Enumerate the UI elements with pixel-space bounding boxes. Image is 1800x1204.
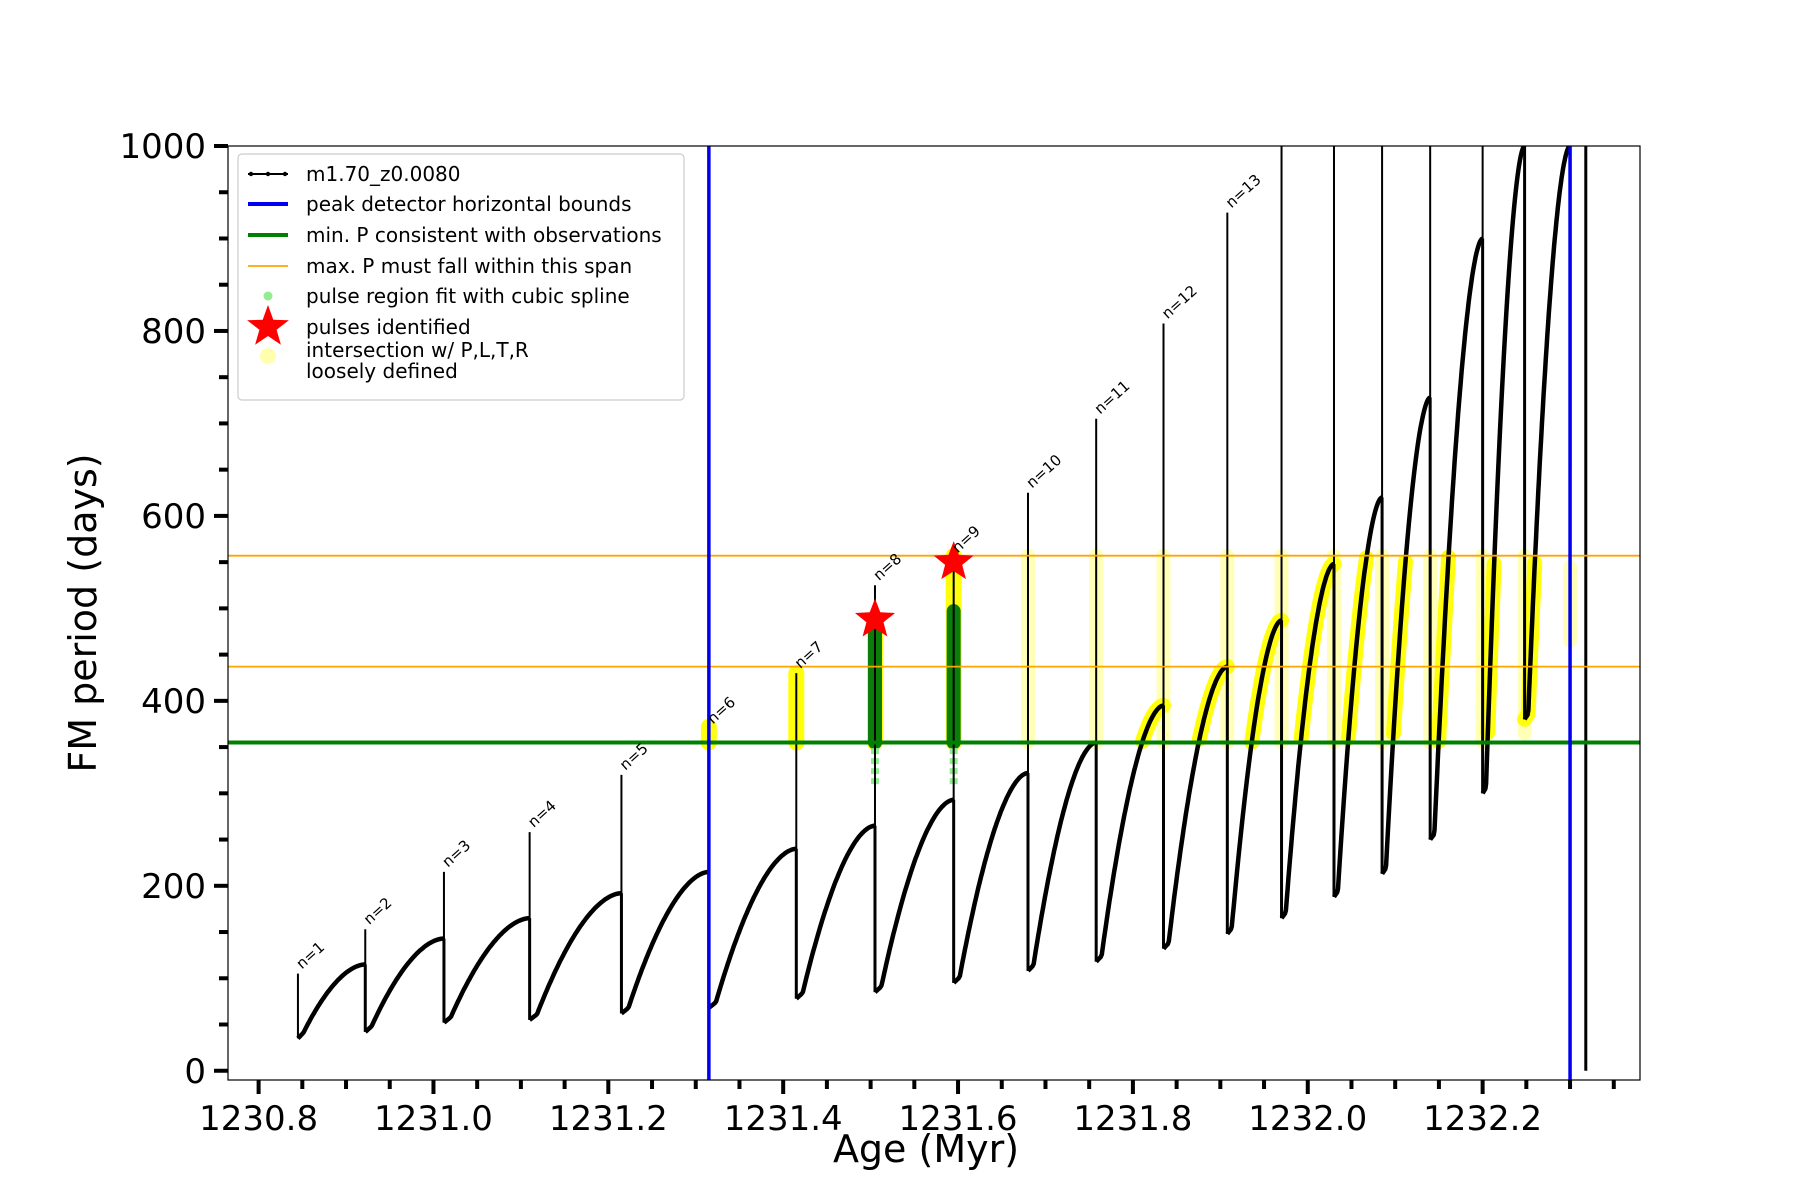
track-line [363, 936, 445, 1034]
legend-handle-pulses [247, 305, 289, 345]
x-tick-label: 1231.6 [899, 1099, 1018, 1139]
legend-box [237, 153, 685, 401]
axes-layer: 0 200 400 600 800 1000 1230.8 1231.0 1231.2 1231.… [61, 127, 1616, 1171]
legend-label: max. P must fall within this span [306, 254, 632, 278]
track-line [1225, 618, 1283, 936]
plot-frame [227, 145, 1641, 1081]
track-line [1480, 146, 1527, 795]
track-line [1279, 561, 1336, 920]
x-tick-label: 1231.0 [374, 1099, 493, 1139]
pulse-identified-star [933, 541, 974, 580]
track-line [1522, 146, 1572, 721]
y-tick-label: 0 [184, 1052, 206, 1092]
legend-label: intersection w/ P,L,T,R [306, 338, 529, 362]
legend-label: peak detector horizontal bounds [306, 192, 632, 216]
track-line [1332, 495, 1384, 899]
track-line [296, 962, 367, 1040]
track-line [1094, 703, 1165, 964]
track-line [952, 770, 1029, 985]
legend-label: pulses identified [306, 315, 471, 339]
legend-handle-spline [263, 291, 273, 301]
legend-label: min. P consistent with observations [306, 223, 662, 247]
y-axis-label: FM period (days) [61, 453, 105, 772]
legend-label: pulse region fit with cubic spline [306, 284, 630, 308]
x-axis-label: Age (Myr) [833, 1127, 1019, 1171]
track-line [707, 846, 798, 1010]
track-line [873, 797, 955, 994]
legend-handle-dot [248, 171, 254, 177]
x-tick-label: 1231.8 [1073, 1099, 1192, 1139]
x-tick-label: 1231.4 [724, 1099, 843, 1139]
y-tick-label: 600 [141, 497, 206, 537]
x-tick-label: 1232.0 [1248, 1099, 1367, 1139]
track-line [794, 823, 876, 1001]
pulses-identified-layer [855, 541, 974, 637]
track-line [1428, 236, 1485, 841]
legend-handle-dot [265, 171, 271, 177]
bounds-layer [707, 146, 1572, 1080]
track-line [442, 915, 531, 1025]
legend-handle-intersection [260, 348, 276, 364]
track-line [1161, 664, 1229, 951]
track-layer [296, 146, 1588, 1071]
legend-handle-dot [282, 171, 288, 177]
y-tick-label: 800 [141, 312, 206, 352]
legend-label: loosely defined [306, 359, 458, 383]
track-line [620, 869, 710, 1016]
x-tick-label: 1231.2 [549, 1099, 668, 1139]
legend-label: m1.70_z0.0080 [306, 162, 461, 186]
x-tick-label: 1232.2 [1423, 1099, 1542, 1139]
pulse-identified-star [855, 598, 895, 637]
y-tick-label: 400 [141, 682, 206, 722]
track-line [1380, 395, 1432, 876]
y-tick-label: 200 [141, 867, 206, 907]
track-line [528, 890, 623, 1022]
x-tick-label: 1230.8 [199, 1099, 318, 1139]
y-tick-label: 1000 [119, 127, 206, 167]
track-line [1026, 740, 1098, 973]
